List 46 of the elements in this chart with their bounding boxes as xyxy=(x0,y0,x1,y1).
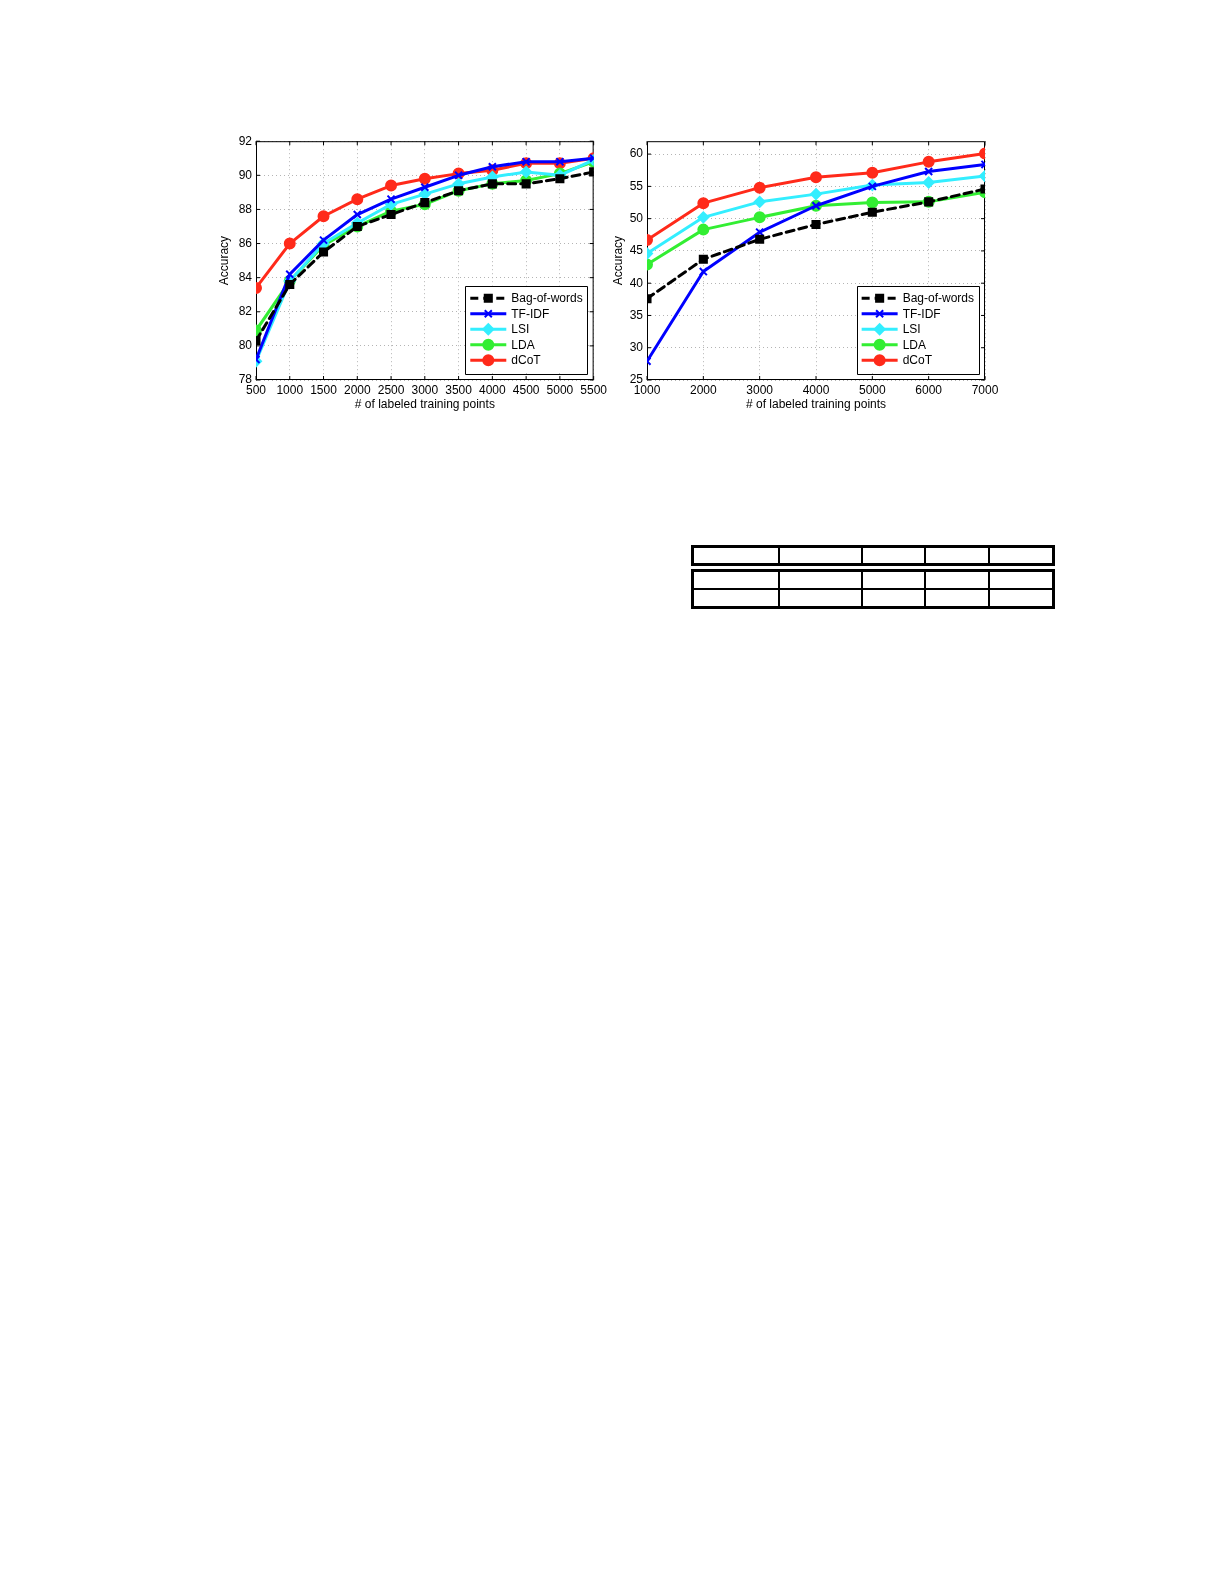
y-axis-title: Accuracy xyxy=(610,235,625,286)
legend-label: Bag-of-words xyxy=(511,291,583,306)
x-tick-label: 4000 xyxy=(802,382,830,397)
x-tick-label: 5500 xyxy=(580,382,608,397)
y-tick-label: 55 xyxy=(629,178,644,193)
y-tick-label: 84 xyxy=(238,269,253,284)
legend-label: LSI xyxy=(511,322,530,337)
x-tick-label: 4500 xyxy=(512,382,540,397)
x-tick-label: 5000 xyxy=(546,382,574,397)
x-tick-label: 3000 xyxy=(411,382,439,397)
y-tick-label: 92 xyxy=(238,133,253,148)
legend-label: LDA xyxy=(511,337,535,352)
y-tick-label: 90 xyxy=(238,167,253,182)
x-tick-label: 1000 xyxy=(633,382,661,397)
x-tick-label: 5000 xyxy=(858,382,886,397)
legend-label: LDA xyxy=(902,337,926,352)
x-tick-label: 1000 xyxy=(276,382,304,397)
x-tick-label: 2500 xyxy=(377,382,405,397)
x-tick-label: 2000 xyxy=(343,382,371,397)
y-tick-label: 86 xyxy=(238,235,253,250)
legend-label: LSI xyxy=(902,322,921,337)
y-axis-title: Accuracy xyxy=(216,235,231,286)
x-tick-label: 6000 xyxy=(915,382,943,397)
y-tick-label: 35 xyxy=(629,307,644,322)
y-tick-label: 82 xyxy=(238,304,253,319)
x-tick-label: 500 xyxy=(245,382,267,397)
x-tick-label: 2000 xyxy=(689,382,717,397)
y-tick-label: 60 xyxy=(629,146,644,161)
y-tick-label: 40 xyxy=(629,275,644,290)
legend-label: dCoT xyxy=(511,353,542,368)
x-axis-title: # of labeled training points xyxy=(354,397,495,412)
legend-label: Bag-of-words xyxy=(902,291,975,306)
x-tick-label: 3000 xyxy=(746,382,774,397)
x-tick-label: 1500 xyxy=(310,382,338,397)
legend-label: TF-IDF xyxy=(902,306,941,321)
legend-label: dCoT xyxy=(902,353,933,368)
legend-label: TF-IDF xyxy=(511,306,550,321)
x-tick-label: 3500 xyxy=(445,382,473,397)
x-tick-label: 4000 xyxy=(479,382,507,397)
x-axis-title: # of labeled training points xyxy=(745,397,887,412)
y-tick-label: 30 xyxy=(629,340,644,355)
x-tick-label: 7000 xyxy=(971,382,999,397)
y-tick-label: 45 xyxy=(629,243,644,258)
y-tick-label: 88 xyxy=(238,201,253,216)
y-tick-label: 80 xyxy=(238,338,253,353)
y-tick-label: 50 xyxy=(629,210,644,225)
